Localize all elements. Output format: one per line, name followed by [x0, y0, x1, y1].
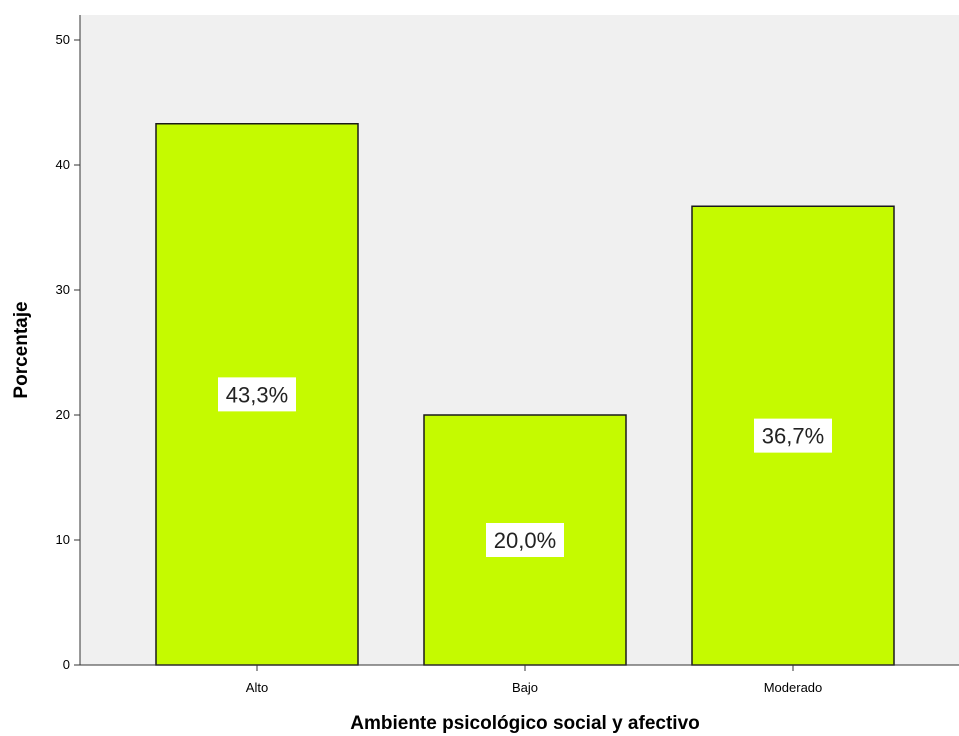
data-label-box	[486, 523, 564, 557]
data-label: 20,0%	[494, 528, 556, 553]
data-labels: 43,3% 20,0% 36,7%	[218, 377, 832, 557]
bars	[155, 123, 895, 666]
bar-alto	[155, 123, 359, 666]
y-axis-ticks: 0 10 20 30 40 50	[56, 32, 80, 672]
data-label-box	[218, 377, 296, 412]
data-label: 43,3%	[226, 382, 288, 407]
x-axis-title: Ambiente psicológico social y afectivo	[350, 713, 700, 734]
x-category-label: Alto	[246, 680, 268, 695]
x-category-label: Moderado	[764, 680, 823, 695]
y-tick-label: 20	[56, 407, 70, 422]
x-axis-category-labels: Alto Bajo Moderado	[246, 665, 822, 695]
y-tick-label: 10	[56, 532, 70, 547]
data-label-box	[754, 418, 832, 453]
y-axis-title: Porcentaje	[11, 301, 32, 398]
y-tick-label: 40	[56, 157, 70, 172]
y-tick-label: 30	[56, 282, 70, 297]
data-label: 36,7%	[762, 424, 824, 449]
y-tick-label: 50	[56, 32, 70, 47]
y-tick-label: 0	[63, 657, 70, 672]
x-category-label: Bajo	[512, 680, 538, 695]
